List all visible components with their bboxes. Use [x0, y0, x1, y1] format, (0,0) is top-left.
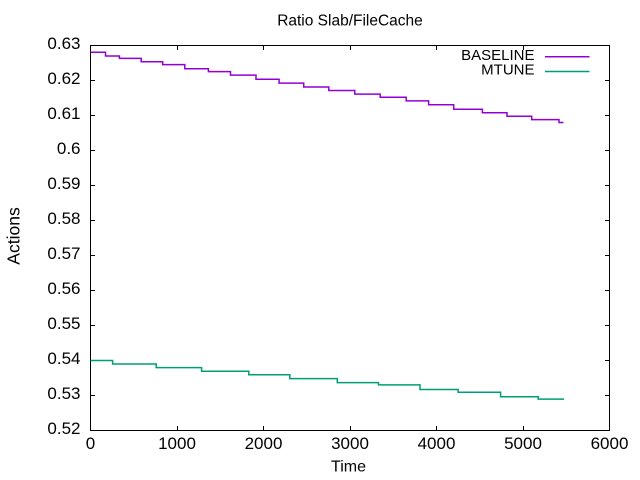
svg-text:Actions: Actions [3, 207, 23, 265]
svg-text:0.57: 0.57 [47, 244, 80, 263]
svg-text:2000: 2000 [245, 434, 283, 453]
svg-text:0.52: 0.52 [47, 419, 80, 438]
svg-text:Time: Time [331, 459, 366, 476]
svg-text:0.63: 0.63 [47, 34, 80, 53]
svg-text:0.62: 0.62 [47, 69, 80, 88]
svg-text:0.59: 0.59 [47, 174, 80, 193]
svg-text:0.54: 0.54 [47, 349, 80, 368]
svg-text:4000: 4000 [418, 434, 456, 453]
svg-text:6000: 6000 [591, 434, 629, 453]
svg-text:0.58: 0.58 [47, 209, 80, 228]
svg-text:0.6: 0.6 [57, 139, 81, 158]
svg-text:0.61: 0.61 [47, 104, 80, 123]
svg-text:Ratio Slab/FileCache: Ratio Slab/FileCache [277, 13, 423, 30]
svg-text:5000: 5000 [504, 434, 542, 453]
svg-text:0.53: 0.53 [47, 384, 80, 403]
svg-text:0.56: 0.56 [47, 279, 80, 298]
svg-text:MTUNE: MTUNE [481, 62, 534, 79]
svg-text:1000: 1000 [158, 434, 196, 453]
svg-text:3000: 3000 [331, 434, 369, 453]
svg-text:0: 0 [86, 434, 95, 453]
svg-text:0.55: 0.55 [47, 314, 80, 333]
svg-text:BASELINE: BASELINE [461, 47, 534, 64]
